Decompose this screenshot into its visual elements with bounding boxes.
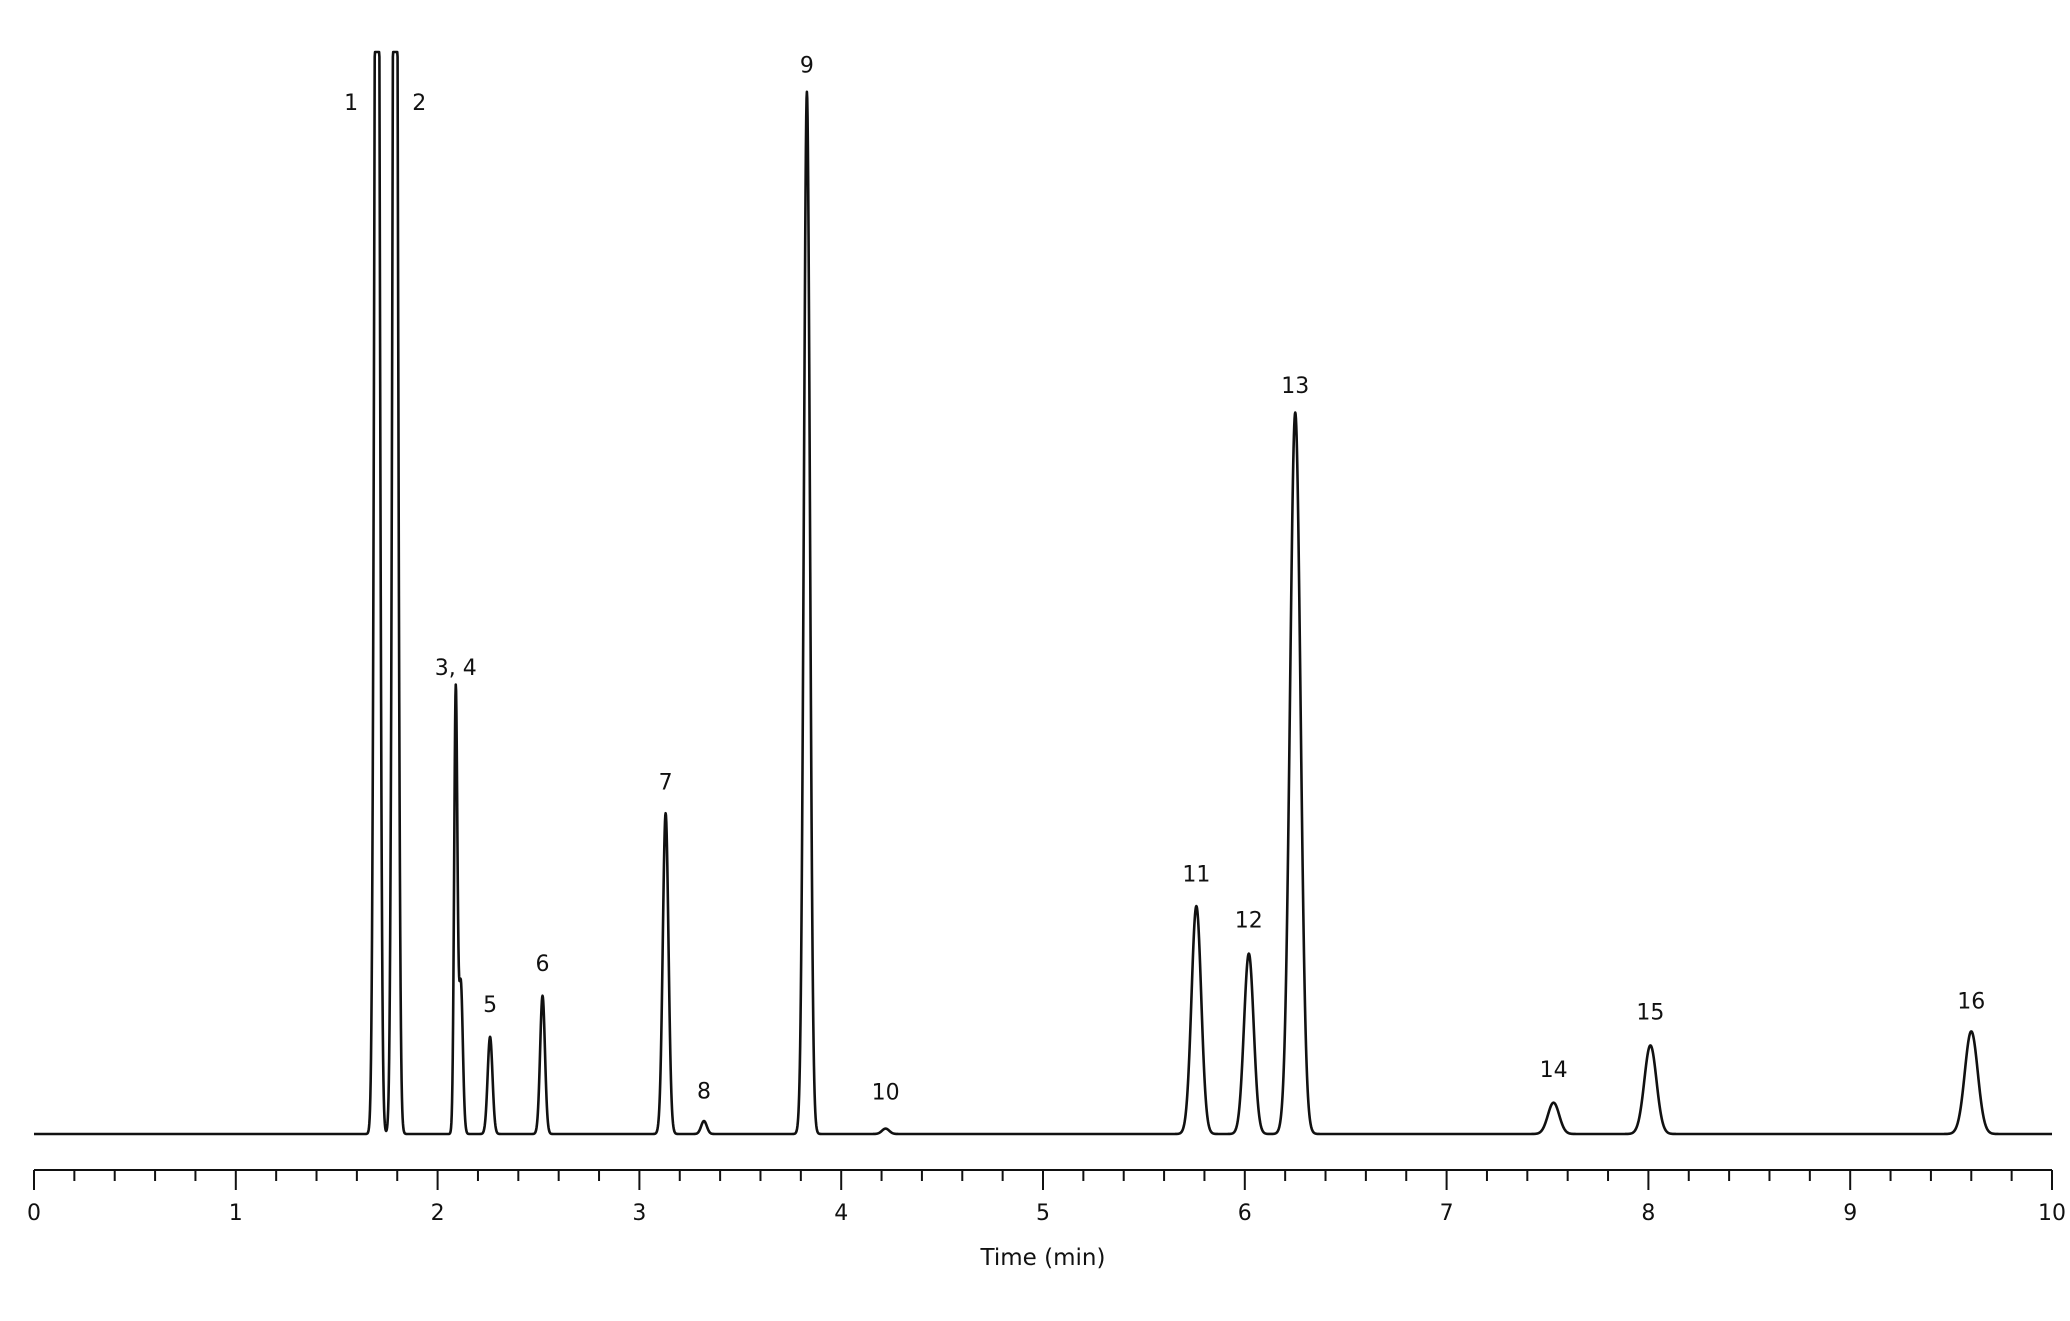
- x-axis-title: Time (min): [980, 1245, 1106, 1271]
- x-tick-label: 7: [1440, 1201, 1454, 1226]
- peak-label: 13: [1281, 374, 1309, 399]
- peak-label: 16: [1957, 990, 1985, 1015]
- peak-label: 6: [536, 952, 550, 977]
- peak-label: 2: [412, 91, 426, 116]
- peak-label: 3, 4: [435, 656, 477, 681]
- peak-label: 8: [697, 1079, 711, 1104]
- x-tick-label: 1: [229, 1201, 243, 1226]
- x-tick-label: 2: [431, 1201, 445, 1226]
- peak-label: 10: [872, 1080, 900, 1105]
- x-tick-label: 10: [2038, 1201, 2066, 1226]
- chromatogram-trace: [33, 50, 2053, 1136]
- peak-label: 1: [344, 91, 358, 116]
- x-tick-label: 3: [632, 1201, 646, 1226]
- x-tick-label: 6: [1238, 1201, 1252, 1226]
- peak-label: 12: [1235, 909, 1263, 934]
- peak-label: 15: [1636, 1001, 1664, 1026]
- x-axis: 0 1 2 3 4 5 6 7 8 9 10: [27, 1169, 2066, 1226]
- x-tick-label: 5: [1036, 1201, 1050, 1226]
- x-tick-label: 9: [1843, 1201, 1857, 1226]
- x-tick-label: 0: [27, 1201, 41, 1226]
- x-tick-label: 8: [1641, 1201, 1655, 1226]
- trace-layer: [33, 50, 2053, 1136]
- x-tick-label: 4: [834, 1201, 848, 1226]
- peak-label: 14: [1540, 1058, 1568, 1083]
- peak-label: 9: [800, 53, 814, 78]
- peak-label: 5: [483, 993, 497, 1018]
- peak-label: 11: [1182, 862, 1210, 887]
- peak-label: 7: [659, 771, 673, 796]
